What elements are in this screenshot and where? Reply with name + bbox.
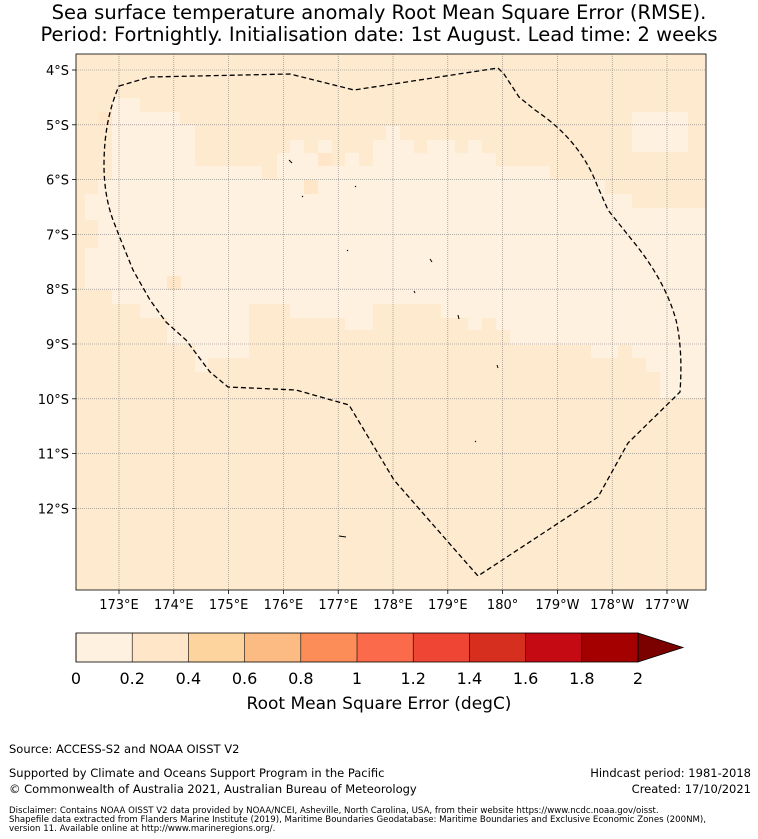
lon-label: 175°E (209, 598, 249, 613)
lat-label: 6°S (46, 174, 69, 189)
created-date: Created: 17/10/2021 (631, 782, 751, 796)
colorbar-tick-label: 0.6 (232, 669, 257, 688)
island (429, 258, 433, 263)
eez-boundary-line (103, 67, 682, 577)
colorbar-label: Root Mean Square Error (degC) (247, 694, 512, 714)
supported-text: Supported by Climate and Oceans Support … (9, 766, 385, 780)
colorbar (75, 632, 685, 663)
lon-label: 176°E (264, 598, 304, 613)
lon-label: 173°E (99, 598, 139, 613)
map-frame (75, 53, 707, 591)
colorbar-tick-label: 1.6 (513, 669, 538, 688)
map-gridlines (76, 54, 706, 590)
island (457, 314, 460, 320)
colorbar-tick-label: 2 (633, 669, 643, 688)
island (346, 249, 349, 252)
lon-label: 180° (487, 598, 518, 613)
colorbar-segment (132, 633, 189, 662)
island (413, 290, 416, 294)
chart-title-line-1: Sea surface temperature anomaly Root Mea… (51, 1, 707, 24)
low-rmse-patch-east (632, 112, 688, 152)
colorbar-tick-label: 0.2 (119, 669, 144, 688)
lat-label: 9°S (46, 338, 69, 353)
rmse-cell (98, 112, 112, 126)
copyright-text: © Commonwealth of Australia 2021, Austra… (9, 782, 417, 796)
source-text: Source: ACCESS-S2 and NOAA OISST V2 (9, 742, 240, 756)
colorbar-segment (525, 633, 583, 662)
lon-label: 179°W (535, 598, 579, 613)
colorbar-tick-label: 0 (71, 669, 81, 688)
lat-label: 8°S (46, 283, 69, 298)
colorbar-tick-label: 0.8 (288, 669, 313, 688)
colorbar-tick-labels: 0 0.2 0.4 0.6 0.8 1 1.2 1.4 1.6 1.8 2 (71, 669, 643, 688)
lat-label: 7°S (46, 228, 69, 243)
island (301, 195, 304, 198)
island (474, 440, 477, 443)
island-markers (288, 159, 499, 538)
chart-title-line-2: Period: Fortnightly. Initialisation date… (40, 23, 718, 46)
colorbar-tick-label: 1 (352, 669, 362, 688)
disclaimer-line-2: Shapefile data extracted from Flanders M… (9, 815, 706, 825)
lat-label: 10°S (38, 393, 69, 408)
colorbar-segment (188, 633, 245, 662)
island (496, 364, 499, 369)
lon-label: 178°W (590, 598, 634, 613)
lat-label: 4°S (46, 64, 69, 79)
disclaimer-line-1: Disclaimer: Contains NOAA OISST V2 data … (9, 806, 659, 816)
colorbar-segment (76, 633, 133, 662)
colorbar-segment (357, 633, 414, 662)
lon-label: 177°E (318, 598, 358, 613)
rmse-cell (304, 180, 318, 194)
colorbar-segment (413, 633, 470, 662)
island (338, 535, 347, 538)
lat-label: 12°S (38, 502, 69, 517)
colorbar-tick-label: 1.2 (400, 669, 425, 688)
colorbar-tick-label: 1.4 (457, 669, 482, 688)
island (288, 159, 293, 164)
island (354, 185, 357, 188)
colorbar-tick-label: 0.4 (176, 669, 201, 688)
colorbar-segment (581, 633, 639, 662)
lon-label: 178°E (373, 598, 413, 613)
colorbar-segment (244, 633, 302, 662)
disclaimer-line-3: version 11. Available online at http://w… (9, 824, 276, 834)
lon-label: 177°W (645, 598, 689, 613)
colorbar-segment (300, 633, 358, 662)
colorbar-segment (469, 633, 526, 662)
lon-label: 179°E (428, 598, 468, 613)
rmse-cell (318, 153, 332, 166)
colorbar-extend-arrow (637, 632, 685, 663)
lat-label: 5°S (46, 119, 69, 134)
low-rmse-region (85, 98, 706, 398)
lon-label: 174°E (154, 598, 194, 613)
hindcast-period: Hindcast period: 1981-2018 (590, 766, 751, 780)
lat-label: 11°S (38, 448, 69, 463)
colorbar-tick-label: 1.8 (569, 669, 594, 688)
latitude-labels: 4°S 5°S 6°S 7°S 8°S 9°S 10°S 11°S 12°S (38, 64, 76, 517)
longitude-labels: 173°E 174°E 175°E 176°E 177°E 178°E 179°E 180° 1… (99, 590, 689, 613)
